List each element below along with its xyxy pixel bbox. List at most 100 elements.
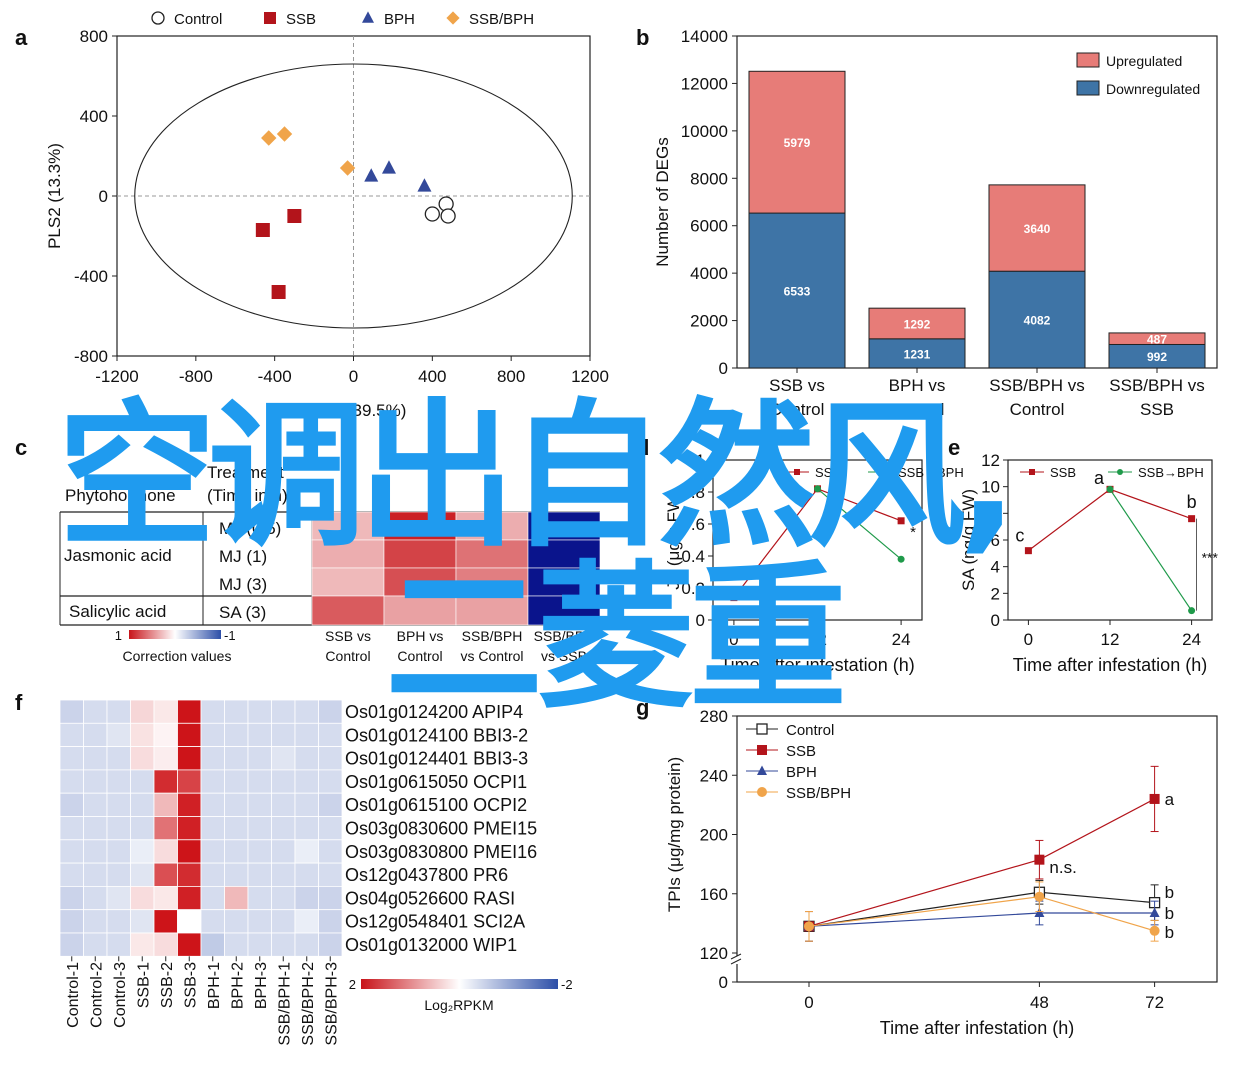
heatmap-cell xyxy=(130,932,155,957)
series-point xyxy=(897,555,905,563)
legend-label: SSB xyxy=(1050,465,1076,480)
sample-label: SSB/BPH-3 xyxy=(323,962,340,1046)
annotation-label: a xyxy=(1094,468,1105,488)
heatmap-cell xyxy=(294,932,319,957)
bar-value-label: 992 xyxy=(1147,350,1167,364)
series-point xyxy=(897,517,905,525)
panel-letter-d: d xyxy=(636,435,649,460)
column-label: Control xyxy=(325,648,370,664)
heatmap-cell xyxy=(83,909,108,934)
series-point xyxy=(730,594,738,602)
scale-label: -2 xyxy=(561,977,573,992)
legend-marker xyxy=(757,765,767,775)
heatmap-cell xyxy=(83,932,108,957)
x-tick-label: 24 xyxy=(1182,630,1201,649)
color-scale-bar xyxy=(361,979,558,989)
y-axis-label: JA (μg/g FW) xyxy=(664,490,683,590)
panel-c: c Treatment (Time in h) Phytohormone Jasmoni… xyxy=(15,435,601,664)
x-tick-label: -1200 xyxy=(95,367,138,386)
heatmap-cell xyxy=(224,862,249,887)
heatmap-cell xyxy=(59,862,84,887)
panel-letter-b: b xyxy=(636,25,649,50)
point-ssb-bph xyxy=(261,130,277,146)
heatmap-cell xyxy=(177,792,202,817)
heatmap-cell xyxy=(224,839,249,864)
legend-marker xyxy=(446,11,460,25)
annotation-label: b xyxy=(1165,923,1174,942)
heatmap-cell xyxy=(177,699,202,724)
heatmap-cell xyxy=(224,699,249,724)
legend-marker xyxy=(1117,469,1123,475)
heatmap-cell xyxy=(294,909,319,934)
panel-f: f Os01g0124200 APIP4 Os01g0124100 BBI3-2 Os… xyxy=(15,690,573,1046)
series-point xyxy=(1034,891,1045,902)
heatmap-cell xyxy=(200,862,225,887)
y-axis-label: PLS2 (13.3%) xyxy=(45,143,64,249)
y-tick-label: 400 xyxy=(80,107,108,126)
heatmap-cell xyxy=(271,746,296,771)
heatmap-cell xyxy=(153,839,178,864)
series-line xyxy=(817,488,902,560)
point-ssb xyxy=(271,285,286,299)
heatmap-cell xyxy=(247,886,272,911)
heatmap-cell xyxy=(318,932,343,957)
heatmap-cell xyxy=(130,722,155,747)
heatmap-cell xyxy=(83,769,108,794)
bar-value-label: 1231 xyxy=(904,347,931,361)
heatmap-cell xyxy=(200,886,225,911)
heatmap-cell xyxy=(200,816,225,841)
legend-label: SSB→BPH xyxy=(898,465,964,480)
heatmap-cell xyxy=(200,792,225,817)
bar-downregulated xyxy=(748,212,846,369)
heatmap-cell xyxy=(224,909,249,934)
panel-letter-e: e xyxy=(948,435,960,460)
gene-label: Os01g0615100 OCPI2 xyxy=(345,795,527,815)
scale-title: Log₂RPKM xyxy=(424,997,493,1013)
heatmap-cell xyxy=(247,792,272,817)
heatmap-cell xyxy=(383,567,457,597)
heatmap-cell xyxy=(247,862,272,887)
heatmap-cell xyxy=(294,699,319,724)
heatmap-cell xyxy=(83,862,108,887)
overlay-text-line-2: 二菱重 xyxy=(385,547,847,731)
legend-label: BPH xyxy=(786,764,817,781)
axis-break-mark xyxy=(730,953,742,960)
heatmap-cell xyxy=(106,699,131,724)
row-label: MJ (1) xyxy=(219,547,267,566)
heatmap-cell xyxy=(271,862,296,887)
heatmap-cell xyxy=(130,769,155,794)
heatmap-cell xyxy=(130,699,155,724)
legend-label: SSB→BPH xyxy=(1138,465,1204,480)
y-tick-label: 6 xyxy=(991,531,1000,550)
bar-value-label: 6533 xyxy=(784,285,811,299)
heatmap-cell xyxy=(200,932,225,957)
series-point xyxy=(804,921,814,932)
column-label: BPH vs xyxy=(397,628,444,644)
sample-label: SSB/BPH-1 xyxy=(276,962,293,1046)
heatmap-cell xyxy=(177,722,202,747)
y-tick-label: -800 xyxy=(74,347,108,366)
sample-label: SSB-2 xyxy=(159,962,176,1008)
heatmap-cell xyxy=(153,816,178,841)
y-tick-label: 0 xyxy=(696,611,705,630)
y-tick-label: 0.2 xyxy=(681,579,705,598)
heatmap-cell xyxy=(59,746,84,771)
bar-value-label: 5979 xyxy=(784,136,811,150)
heatmap-cell xyxy=(153,722,178,747)
heatmap-cell xyxy=(106,816,131,841)
annotation-label: n.s. xyxy=(1049,858,1076,877)
scale-label: 2 xyxy=(349,977,356,992)
legend-label: Downregulated xyxy=(1106,81,1200,97)
y-tick-label: 8 xyxy=(991,504,1000,523)
overlay-text-line-1: 空调出自然风, xyxy=(58,385,1018,569)
point-ssb xyxy=(255,223,270,237)
heatmap-cell xyxy=(271,722,296,747)
x-axis-label: PLS1 (39.5%) xyxy=(301,401,407,420)
row-label: MJ (0.5) xyxy=(219,519,281,538)
annotation-label: b xyxy=(1165,883,1174,902)
sample-label: SSB-3 xyxy=(182,962,199,1008)
heatmap-cell xyxy=(271,886,296,911)
heatmap-cell xyxy=(177,816,202,841)
plot-frame xyxy=(736,35,1218,369)
legend-marker xyxy=(757,745,767,755)
